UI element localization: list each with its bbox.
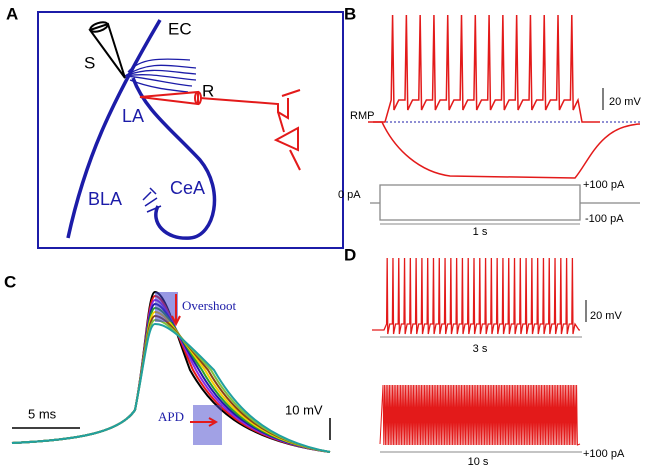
apd-arrow xyxy=(190,417,219,427)
current-label: -100 pA xyxy=(585,213,624,225)
region-label: S xyxy=(84,53,95,72)
scale-label: 5 ms xyxy=(28,406,57,421)
region-label: BLA xyxy=(88,189,122,209)
voltage-trace xyxy=(379,384,581,446)
stim-electrode xyxy=(88,22,126,79)
panel-label: A xyxy=(6,4,18,23)
stim-electrode-tip xyxy=(89,21,109,33)
apd-label: APD xyxy=(158,409,184,424)
scale-label: 10 mV xyxy=(285,402,323,417)
current-label: 0 pA xyxy=(338,189,361,201)
ap-trace xyxy=(11,314,331,453)
current-step xyxy=(370,184,640,221)
region-label: EC xyxy=(168,19,192,38)
panel-label: D xyxy=(344,245,356,264)
amygdala-outline xyxy=(131,77,217,240)
external-capsule xyxy=(66,19,162,239)
panel-frame xyxy=(37,11,344,249)
ap-trace xyxy=(11,318,331,453)
time-label: 10 s xyxy=(468,456,489,468)
region-label: LA xyxy=(122,106,144,126)
region-label: R xyxy=(202,81,214,100)
overshoot-arrow xyxy=(171,294,181,327)
scale-label: 20 mV xyxy=(590,310,622,322)
panel-label: C xyxy=(4,272,16,291)
voltage-trace xyxy=(373,14,600,123)
voltage-trace xyxy=(372,257,580,335)
panel-label: B xyxy=(344,4,356,23)
current-label: +100 pA xyxy=(583,448,625,460)
current-label: +100 pA xyxy=(583,179,625,191)
ap-trace xyxy=(11,322,331,453)
rmp-label: RMP xyxy=(350,110,374,122)
voltage-trace xyxy=(368,121,641,179)
recording-electrode xyxy=(139,89,301,171)
fibers xyxy=(142,187,162,213)
scale-label: 20 mV xyxy=(609,96,641,108)
time-label: 3 s xyxy=(473,343,488,355)
overshoot-shade xyxy=(155,292,178,322)
fiber-bundle xyxy=(124,58,197,93)
region-label: CeA xyxy=(170,178,205,198)
apd-shade xyxy=(193,405,222,445)
ap-trace xyxy=(11,310,331,453)
time-label: 1 s xyxy=(473,226,488,238)
overshoot-label: Overshoot xyxy=(182,298,237,313)
